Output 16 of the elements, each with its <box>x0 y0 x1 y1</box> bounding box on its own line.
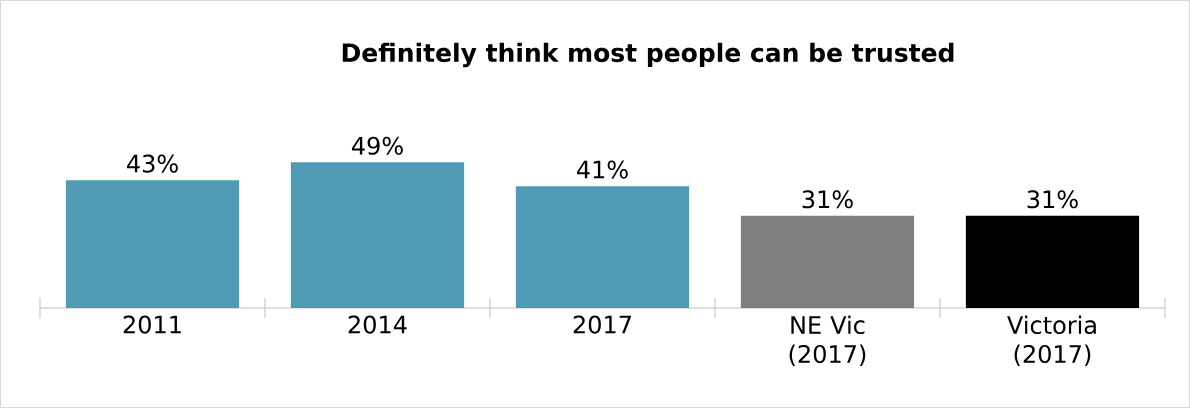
data-label: 49% <box>351 136 403 155</box>
chart-title: Definitely think most people can be trusted <box>342 42 954 68</box>
x-tick-label: 2014 <box>348 315 407 334</box>
data-label: 31% <box>1027 190 1078 209</box>
data-label: 31% <box>802 190 853 209</box>
data-label: 43% <box>126 154 178 173</box>
x-tick-label: Victoria (2017) <box>1007 315 1096 366</box>
bar <box>965 215 1140 308</box>
bar <box>515 186 690 308</box>
bar <box>65 180 240 308</box>
data-label: 41% <box>576 160 628 179</box>
bar <box>740 215 915 308</box>
bar <box>290 162 465 308</box>
x-tick-label: NE Vic (2017) <box>789 315 866 366</box>
x-tick-label: 2017 <box>573 315 631 334</box>
x-tick-label: 2011 <box>123 315 181 334</box>
